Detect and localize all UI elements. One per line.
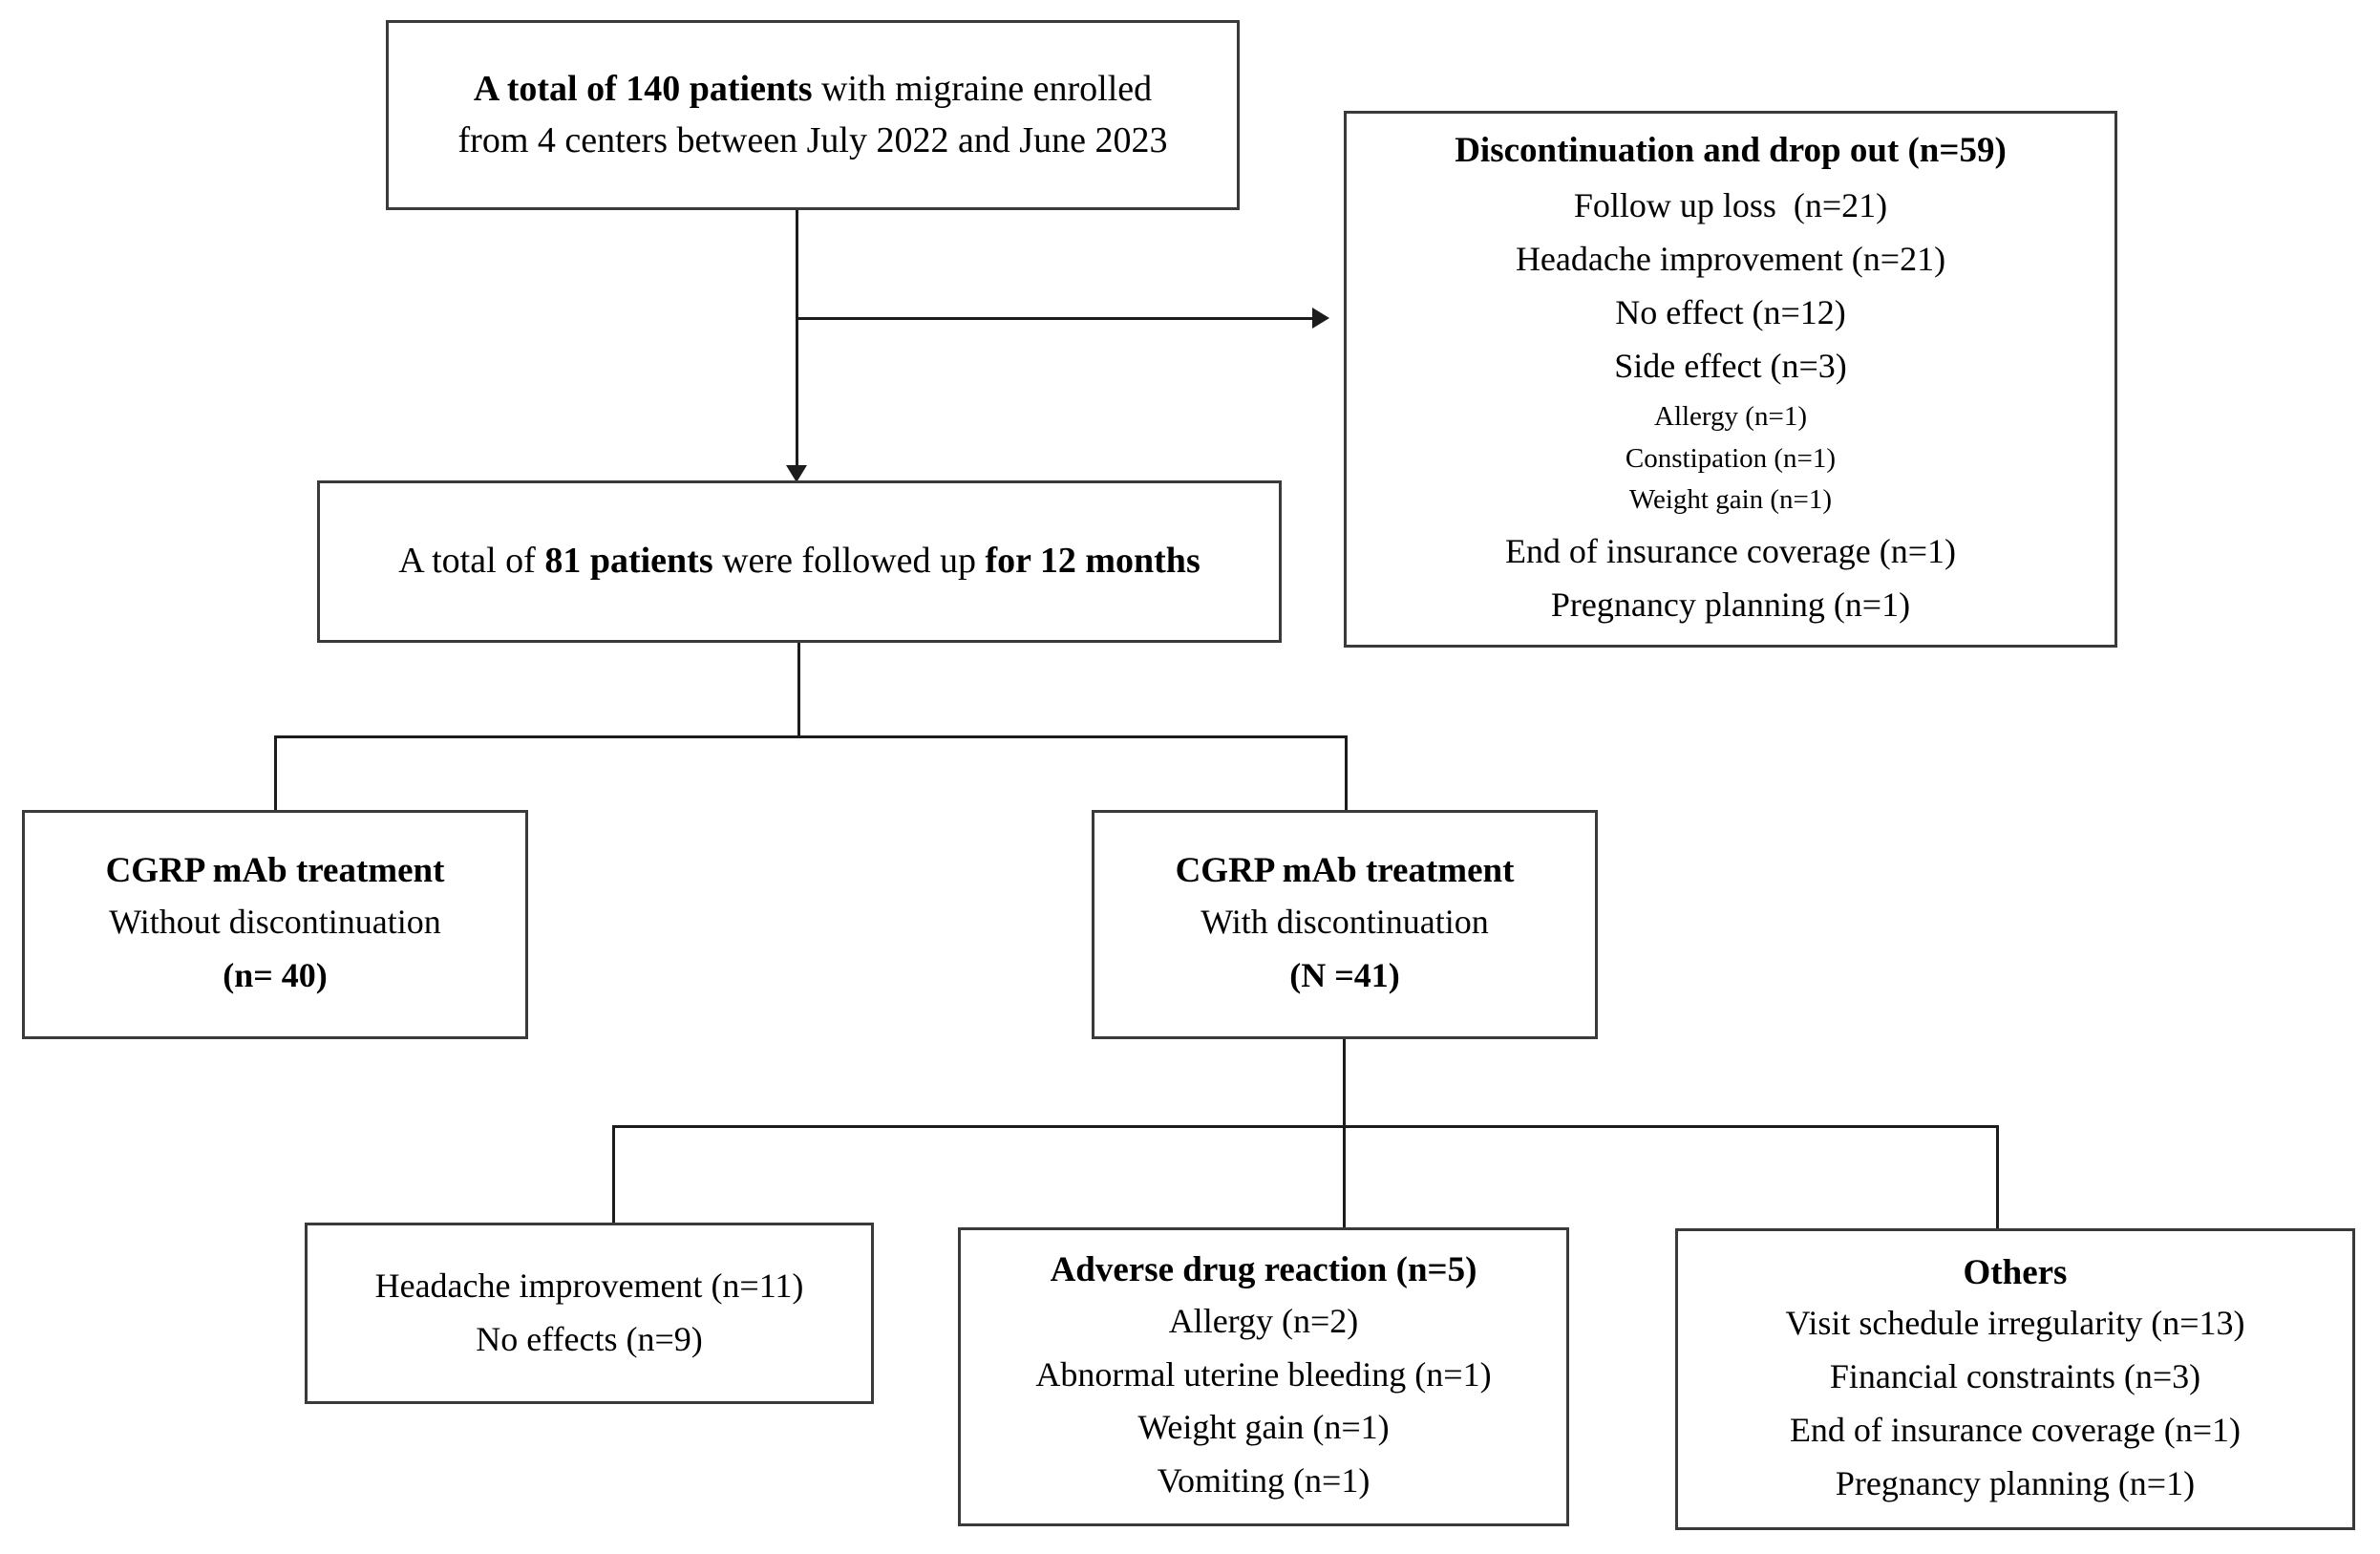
dropout-item: Side effect (n=3) bbox=[1614, 346, 1847, 385]
improvement-item: Headache improvement (n=11) bbox=[374, 1267, 804, 1306]
connector-followup-stem-line bbox=[797, 643, 800, 737]
adverse-item: Vomiting (n=1) bbox=[1157, 1461, 1371, 1501]
enrollment-text-line2: from 4 centers between July 2022 and Jun… bbox=[457, 119, 1168, 160]
connector-enrollment-to-followup-line bbox=[796, 210, 798, 470]
dropout-box: Discontinuation and drop out (n=59) Foll… bbox=[1344, 111, 2117, 648]
with-disc-subtitle: With discontinuation bbox=[1201, 903, 1489, 942]
down-arrowhead-icon bbox=[786, 465, 807, 482]
with-disc-title: CGRP mAb treatment bbox=[1175, 851, 1515, 891]
adverse-reaction-box: Adverse drug reaction (n=5) Allergy (n=2… bbox=[958, 1227, 1569, 1526]
without-disc-subtitle: Without discontinuation bbox=[109, 903, 441, 942]
connector-branch2-right-drop-line bbox=[1996, 1125, 1999, 1230]
others-item: Pregnancy planning (n=1) bbox=[1835, 1463, 2196, 1502]
followup-text: A total of 81 patients were followed up … bbox=[398, 541, 1201, 582]
connector-branch1-horizontal-line bbox=[274, 735, 1348, 738]
dropout-item: Follow up loss (n=21) bbox=[1573, 186, 1888, 225]
improvement-item: No effects (n=9) bbox=[476, 1320, 703, 1358]
others-item: Visit schedule irregularity (n=13) bbox=[1785, 1304, 2245, 1343]
improvement-box: Headache improvement (n=11) No effects (… bbox=[305, 1223, 874, 1404]
adverse-item: Allergy (n=2) bbox=[1168, 1301, 1359, 1340]
connector-branch2-horizontal-line bbox=[612, 1125, 1999, 1128]
enrollment-text-line1: A total of 140 patients with migraine en… bbox=[473, 68, 1153, 109]
adverse-item: Weight gain (n=1) bbox=[1137, 1408, 1390, 1447]
dropout-item: Headache improvement (n=21) bbox=[1515, 240, 1946, 279]
with-disc-count: (N =41) bbox=[1289, 955, 1400, 994]
others-item: Financial constraints (n=3) bbox=[1829, 1357, 2201, 1396]
dropout-item: No effect (n=12) bbox=[1615, 292, 1846, 331]
dropout-sub-item: Allergy (n=1) bbox=[1654, 401, 1807, 433]
followup-box: A total of 81 patients were followed up … bbox=[317, 480, 1282, 643]
adverse-item: Abnormal uterine bleeding (n=1) bbox=[1035, 1354, 1492, 1394]
connector-withdisc-stem-line bbox=[1343, 1037, 1346, 1229]
others-title: Others bbox=[1963, 1252, 2068, 1292]
connector-branch1-right-drop-line bbox=[1345, 735, 1348, 812]
dropout-title: Discontinuation and drop out (n=59) bbox=[1455, 131, 2007, 171]
connector-branch2-left-drop-line bbox=[612, 1125, 615, 1224]
without-discontinuation-box: CGRP mAb treatment Without discontinuati… bbox=[22, 810, 528, 1039]
without-disc-count: (n= 40) bbox=[223, 955, 328, 994]
connector-branch1-left-drop-line bbox=[274, 735, 277, 812]
without-disc-title: CGRP mAb treatment bbox=[105, 851, 445, 891]
right-arrowhead-icon bbox=[1312, 308, 1329, 329]
adverse-title: Adverse drug reaction (n=5) bbox=[1050, 1250, 1477, 1289]
dropout-sub-item: Constipation (n=1) bbox=[1625, 442, 1837, 474]
dropout-item: End of insurance coverage (n=1) bbox=[1504, 531, 1957, 570]
enrollment-box: A total of 140 patients with migraine en… bbox=[386, 20, 1240, 210]
dropout-item: Pregnancy planning (n=1) bbox=[1550, 585, 1911, 624]
dropout-sub-item: Weight gain (n=1) bbox=[1628, 484, 1833, 516]
connector-to-dropout-line bbox=[797, 317, 1314, 320]
others-item: End of insurance coverage (n=1) bbox=[1789, 1410, 2242, 1449]
with-discontinuation-box: CGRP mAb treatment With discontinuation … bbox=[1092, 810, 1598, 1039]
others-box: Others Visit schedule irregularity (n=13… bbox=[1675, 1228, 2355, 1530]
